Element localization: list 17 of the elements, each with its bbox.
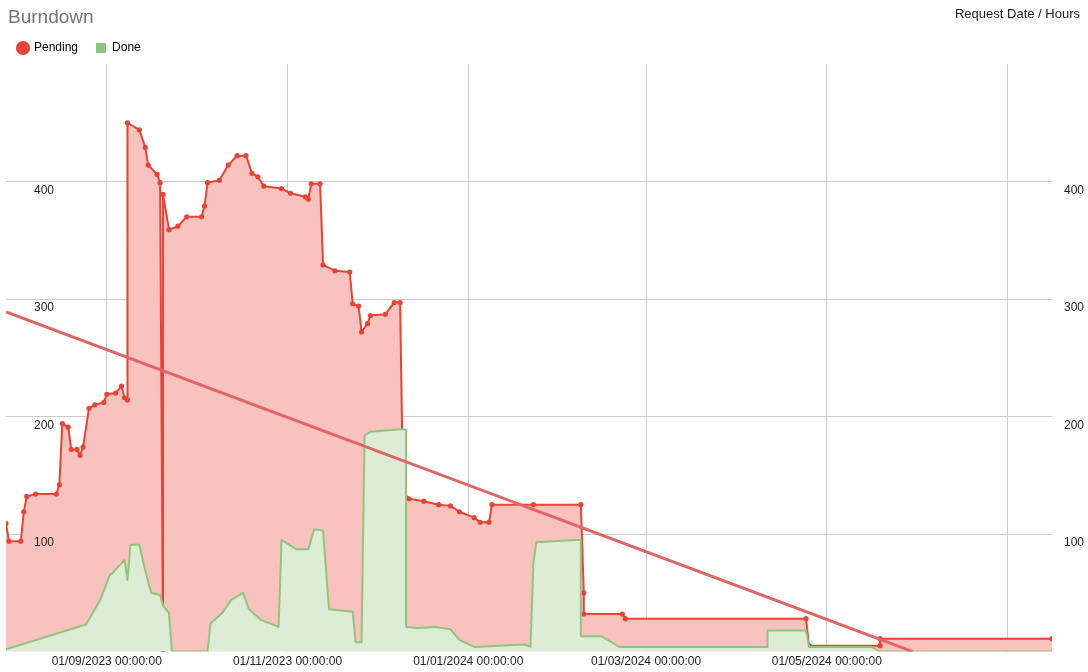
y-tick-label: 200: [34, 417, 55, 432]
x-tick-label: 01/03/2024 00:00:00: [590, 654, 702, 669]
y-tick-label: 300: [34, 300, 55, 315]
y2-tick-label: 200: [1063, 417, 1085, 432]
legend-label: Done: [112, 40, 142, 55]
y-tick-label: 400: [34, 182, 55, 197]
x-tick-label: 01/01/2024 00:00:00: [413, 654, 524, 669]
legend-label: Pending: [34, 40, 79, 55]
x-tick-label: 01/09/2023 00:00:00: [51, 654, 163, 669]
y2-tick-label: 100: [1063, 535, 1085, 550]
x-tick-label: 01/05/2024 00:00:00: [771, 654, 883, 669]
chart-title: Burndown: [8, 6, 94, 28]
x-tick-label: 01/11/2023 00:00:00: [232, 654, 343, 669]
y2-tick-label: 400: [1063, 182, 1085, 197]
text: Request Date / Hours: [954, 6, 1080, 21]
y-tick-label: 100: [34, 535, 55, 550]
y2-tick-label: 300: [1063, 300, 1085, 315]
